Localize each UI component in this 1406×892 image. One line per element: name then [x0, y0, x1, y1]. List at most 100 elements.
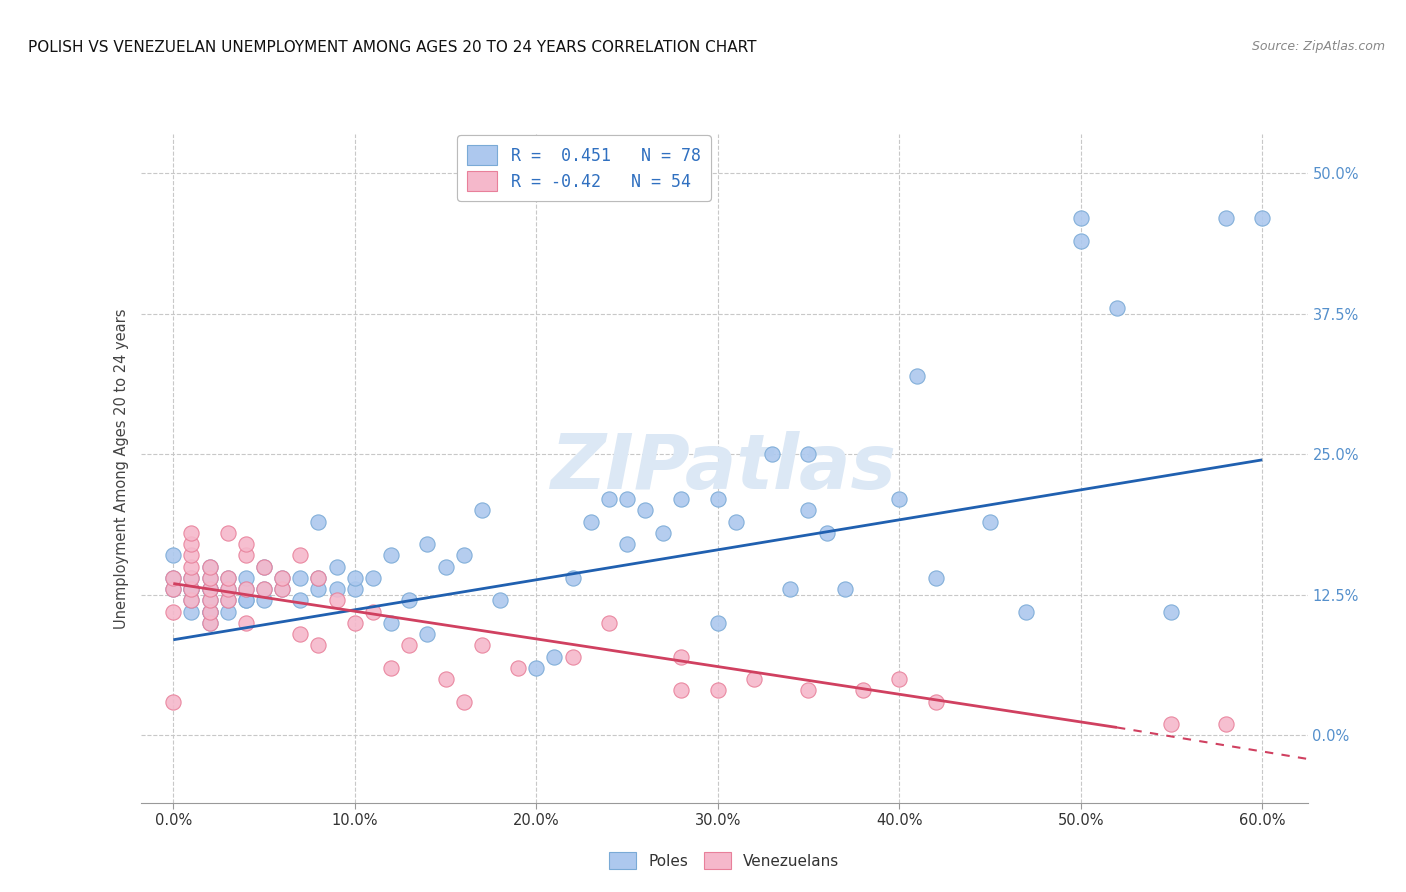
Point [343, 582, 366, 597]
Point [852, 683, 875, 698]
Point [253, 593, 276, 607]
Point [398, 639, 420, 653]
Point [343, 571, 366, 585]
Point [290, 593, 312, 607]
Point [1015, 605, 1038, 619]
Point [198, 559, 221, 574]
Point [616, 492, 638, 507]
Point [434, 672, 457, 686]
Point [889, 492, 911, 507]
Point [235, 593, 257, 607]
Point [380, 549, 402, 563]
Point [290, 571, 312, 585]
Point [543, 649, 565, 664]
Point [253, 582, 276, 597]
Point [671, 492, 693, 507]
Point [797, 447, 820, 461]
Point [325, 559, 347, 574]
Point [761, 447, 783, 461]
Point [162, 605, 184, 619]
Point [198, 605, 221, 619]
Point [489, 593, 512, 607]
Point [271, 571, 294, 585]
Point [416, 627, 439, 641]
Point [453, 695, 475, 709]
Point [290, 627, 312, 641]
Point [889, 672, 911, 686]
Point [343, 615, 366, 630]
Point [361, 605, 384, 619]
Point [706, 615, 728, 630]
Point [180, 525, 202, 540]
Point [253, 559, 276, 574]
Point [416, 537, 439, 551]
Point [471, 639, 494, 653]
Point [308, 515, 330, 529]
Point [198, 615, 221, 630]
Point [235, 537, 257, 551]
Point [506, 661, 529, 675]
Point [198, 605, 221, 619]
Point [162, 582, 184, 597]
Point [235, 571, 257, 585]
Point [561, 649, 583, 664]
Point [325, 582, 347, 597]
Point [652, 525, 675, 540]
Point [235, 549, 257, 563]
Point [1251, 211, 1274, 226]
Point [616, 537, 638, 551]
Point [361, 571, 384, 585]
Point [1105, 301, 1128, 315]
Point [924, 695, 946, 709]
Point [325, 593, 347, 607]
Point [217, 605, 239, 619]
Point [180, 571, 202, 585]
Point [162, 695, 184, 709]
Text: ZIPatlas: ZIPatlas [551, 432, 897, 505]
Point [180, 559, 202, 574]
Point [180, 582, 202, 597]
Point [180, 605, 202, 619]
Y-axis label: Unemployment Among Ages 20 to 24 years: Unemployment Among Ages 20 to 24 years [114, 308, 129, 629]
Point [217, 593, 239, 607]
Point [1160, 605, 1182, 619]
Point [598, 492, 620, 507]
Point [434, 559, 457, 574]
Point [271, 582, 294, 597]
Point [162, 571, 184, 585]
Point [162, 582, 184, 597]
Point [180, 537, 202, 551]
Point [724, 515, 747, 529]
Point [398, 593, 420, 607]
Point [308, 639, 330, 653]
Point [217, 582, 239, 597]
Point [905, 368, 928, 383]
Point [671, 683, 693, 698]
Point [198, 605, 221, 619]
Text: POLISH VS VENEZUELAN UNEMPLOYMENT AMONG AGES 20 TO 24 YEARS CORRELATION CHART: POLISH VS VENEZUELAN UNEMPLOYMENT AMONG … [28, 40, 756, 55]
Point [271, 582, 294, 597]
Point [634, 503, 657, 517]
Point [561, 571, 583, 585]
Point [797, 683, 820, 698]
Point [235, 615, 257, 630]
Point [180, 571, 202, 585]
Point [706, 492, 728, 507]
Point [198, 571, 221, 585]
Point [1215, 717, 1237, 731]
Point [235, 593, 257, 607]
Point [217, 525, 239, 540]
Point [924, 571, 946, 585]
Point [217, 571, 239, 585]
Point [198, 582, 221, 597]
Point [180, 549, 202, 563]
Point [834, 582, 856, 597]
Point [308, 571, 330, 585]
Point [1215, 211, 1237, 226]
Point [706, 683, 728, 698]
Point [815, 525, 838, 540]
Point [253, 559, 276, 574]
Point [198, 559, 221, 574]
Legend: R =  0.451   N = 78, R = -0.42   N = 54: R = 0.451 N = 78, R = -0.42 N = 54 [457, 136, 710, 201]
Point [180, 593, 202, 607]
